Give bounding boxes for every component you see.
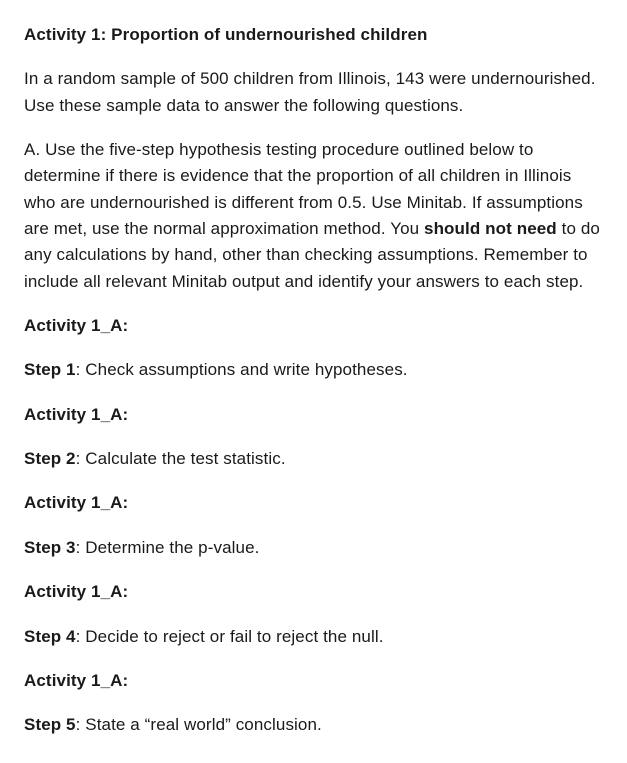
activity-label-4: Activity 1_A: bbox=[24, 579, 603, 605]
activity-label-3: Activity 1_A: bbox=[24, 490, 603, 516]
step-2-label: Step 2 bbox=[24, 449, 76, 468]
step-3: Step 3: Determine the p-value. bbox=[24, 535, 603, 561]
step-1-text: : Check assumptions and write hypotheses… bbox=[76, 360, 408, 379]
activity-label-5: Activity 1_A: bbox=[24, 668, 603, 694]
step-4-label: Step 4 bbox=[24, 627, 76, 646]
intro-paragraph: In a random sample of 500 children from … bbox=[24, 66, 603, 119]
step-1: Step 1: Check assumptions and write hypo… bbox=[24, 357, 603, 383]
step-5: Step 5: State a “real world” conclusion. bbox=[24, 712, 603, 738]
part-a-bold: should not need bbox=[424, 219, 557, 238]
step-3-label: Step 3 bbox=[24, 538, 76, 557]
step-2: Step 2: Calculate the test statistic. bbox=[24, 446, 603, 472]
activity-title: Activity 1: Proportion of undernourished… bbox=[24, 22, 603, 48]
activity-label-2: Activity 1_A: bbox=[24, 402, 603, 428]
document-page: Activity 1: Proportion of undernourished… bbox=[0, 0, 627, 763]
step-1-label: Step 1 bbox=[24, 360, 76, 379]
step-5-text: : State a “real world” conclusion. bbox=[76, 715, 322, 734]
step-4: Step 4: Decide to reject or fail to reje… bbox=[24, 624, 603, 650]
step-3-text: : Determine the p-value. bbox=[76, 538, 260, 557]
part-a-paragraph: A. Use the five-step hypothesis testing … bbox=[24, 137, 603, 295]
step-5-label: Step 5 bbox=[24, 715, 76, 734]
step-4-text: : Decide to reject or fail to reject the… bbox=[76, 627, 384, 646]
activity-label-1: Activity 1_A: bbox=[24, 313, 603, 339]
step-2-text: : Calculate the test statistic. bbox=[76, 449, 286, 468]
